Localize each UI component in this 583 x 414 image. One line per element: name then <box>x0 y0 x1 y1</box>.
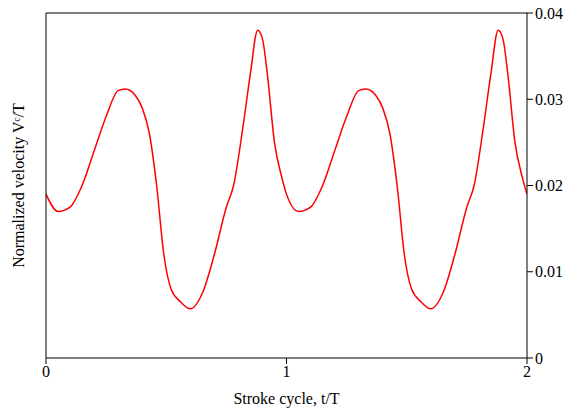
svg-text:Normalized velocity Vᶜ/T: Normalized velocity Vᶜ/T <box>10 103 28 268</box>
svg-text:0.04: 0.04 <box>535 5 563 22</box>
svg-text:0: 0 <box>535 350 543 367</box>
svg-text:0.03: 0.03 <box>535 91 563 108</box>
svg-text:0.02: 0.02 <box>535 177 563 194</box>
svg-text:0: 0 <box>42 363 50 380</box>
svg-text:Stroke cycle, t/T: Stroke cycle, t/T <box>233 390 339 408</box>
svg-text:0.01: 0.01 <box>535 263 563 280</box>
svg-text:2: 2 <box>523 363 531 380</box>
svg-text:1: 1 <box>283 363 291 380</box>
